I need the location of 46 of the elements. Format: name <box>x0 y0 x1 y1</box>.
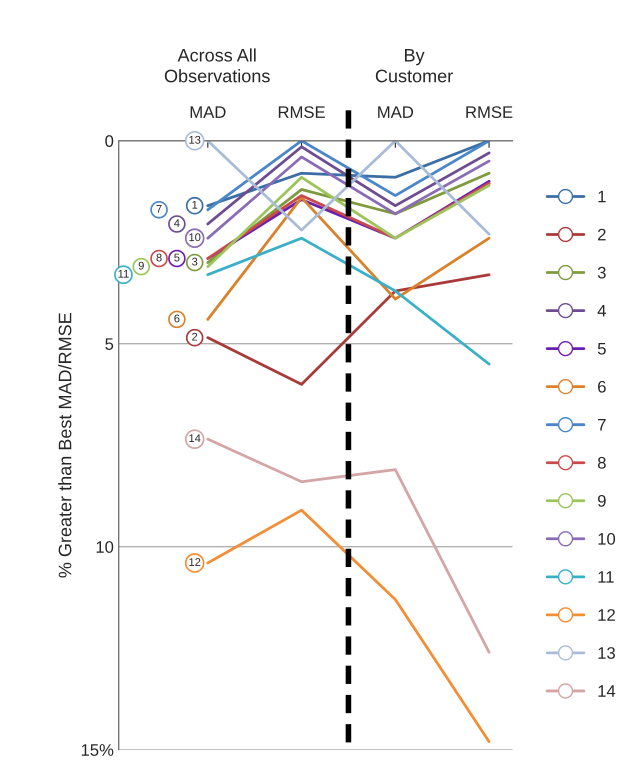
text: 14 <box>189 434 201 442</box>
text: 8 <box>156 254 162 262</box>
line-series <box>206 196 490 321</box>
text: 5 <box>174 254 180 262</box>
legend-label: 11 <box>598 571 614 583</box>
y-tick-label: 15% <box>82 744 114 756</box>
legend-label: 9 <box>598 494 606 507</box>
text: 11 <box>118 270 129 278</box>
x-tick-label: RMSE <box>278 106 325 118</box>
text: 13 <box>189 136 200 144</box>
text: 9 <box>138 262 144 270</box>
x-tick-label: MAD <box>190 106 226 118</box>
legend-label: 2 <box>598 228 606 240</box>
legend-label: 13 <box>598 647 615 659</box>
line-series <box>206 236 490 366</box>
text: Across All Observations <box>164 48 270 82</box>
text: 10 <box>189 233 200 242</box>
text: By Customer <box>376 49 453 82</box>
legend-label: 4 <box>598 304 606 316</box>
line-series <box>206 156 490 240</box>
text: 3 <box>192 258 198 266</box>
text: 7 <box>156 205 162 213</box>
x-tick-label: MAD <box>378 106 414 118</box>
legend-label: 1 <box>598 190 606 202</box>
y-tick-label: 5 <box>105 338 114 350</box>
y-tick-label: 10 <box>96 541 114 553</box>
legend-label: 10 <box>598 532 616 545</box>
legend-label: 8 <box>598 456 606 469</box>
text: 12 <box>189 558 200 566</box>
y-tick-label: 0 <box>105 135 114 147</box>
legend-label: 3 <box>598 266 606 279</box>
legend-label: 14 <box>598 685 616 697</box>
text: 2 <box>192 332 198 341</box>
line-series <box>206 438 490 654</box>
line-series <box>206 273 490 386</box>
legend-label: 6 <box>598 380 606 393</box>
text: 4 <box>174 219 180 227</box>
legend-label: 7 <box>598 419 606 431</box>
line-series <box>206 508 490 743</box>
y-axis-title: % Greater than Best MAD/RMSE <box>58 313 72 578</box>
legend-label: 12 <box>598 609 615 621</box>
line-series <box>206 145 490 226</box>
text: 6 <box>174 314 180 322</box>
legend-label: 5 <box>598 342 606 355</box>
x-tick-label: RMSE <box>466 106 512 118</box>
text: 1 <box>192 200 198 209</box>
